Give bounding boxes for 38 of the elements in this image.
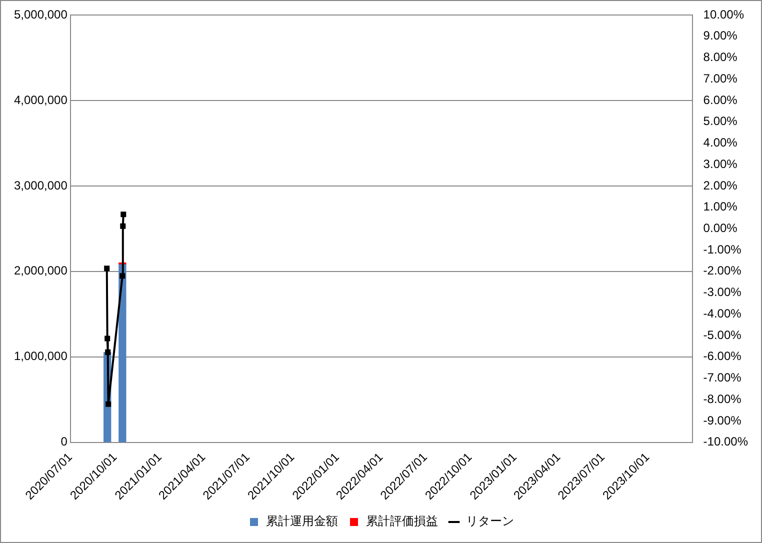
y2-tick-label: 3.00% bbox=[703, 156, 738, 171]
y2-tick-label: -9.00% bbox=[703, 413, 742, 428]
y-tick-label: 3,000,000 bbox=[14, 178, 68, 192]
y2-tick-label: -4.00% bbox=[703, 306, 742, 320]
point bbox=[120, 223, 126, 229]
legend-label: リターン bbox=[466, 514, 514, 528]
y2-tick-label: -8.00% bbox=[703, 392, 742, 406]
y-tick-label: 5,000,000 bbox=[14, 7, 68, 22]
y2-tick-label: 2.00% bbox=[703, 178, 738, 192]
y2-tick-label: 4.00% bbox=[703, 136, 738, 150]
y2-tick-label: -2.00% bbox=[703, 264, 742, 278]
y2-tick-label: -3.00% bbox=[703, 285, 742, 300]
y2-tick-label: -5.00% bbox=[703, 328, 742, 342]
point bbox=[105, 349, 111, 355]
y-tick-label: 4,000,000 bbox=[14, 92, 68, 107]
y2-tick-label: 5.00% bbox=[703, 114, 738, 128]
y2-tick-label: 6.00% bbox=[703, 92, 738, 107]
y2-tick-label: -10.00% bbox=[703, 434, 748, 449]
y2-tick-label: -6.00% bbox=[703, 349, 742, 364]
y2-tick-label: 10.00% bbox=[703, 7, 744, 22]
point bbox=[104, 336, 110, 342]
legend-label: 累計評価損益 bbox=[366, 514, 438, 528]
y2-tick-label: -1.00% bbox=[703, 242, 742, 256]
y2-tick-label: 8.00% bbox=[703, 50, 738, 64]
y2-tick-label: 0.00% bbox=[703, 220, 738, 235]
point bbox=[120, 273, 126, 279]
bar bbox=[118, 264, 126, 442]
y-tick-label: 0 bbox=[60, 434, 68, 449]
y-tick-label: 2,000,000 bbox=[14, 264, 68, 278]
y-tick-label: 1,000,000 bbox=[14, 349, 68, 364]
point bbox=[120, 212, 126, 218]
point bbox=[104, 266, 110, 272]
y2-tick-label: 7.00% bbox=[703, 71, 738, 86]
y2-tick-label: 1.00% bbox=[703, 200, 738, 214]
y2-tick-label: -7.00% bbox=[703, 370, 742, 385]
point bbox=[106, 401, 112, 407]
y2-tick-label: 9.00% bbox=[703, 28, 738, 43]
legend-label: 累計運用金額 bbox=[266, 514, 338, 528]
